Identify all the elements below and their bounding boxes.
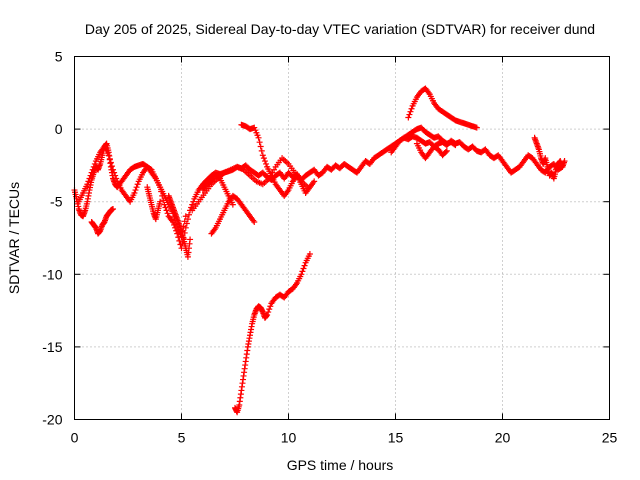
data-point bbox=[189, 201, 196, 208]
data-point bbox=[131, 189, 138, 196]
data-point bbox=[91, 160, 98, 167]
data-point bbox=[443, 147, 450, 154]
x-tick-label: 20 bbox=[495, 430, 511, 446]
data-point bbox=[306, 250, 313, 257]
data-point bbox=[164, 210, 171, 217]
data-point bbox=[187, 236, 194, 243]
data-point bbox=[260, 155, 267, 162]
data-point bbox=[255, 134, 262, 141]
grid bbox=[74, 56, 610, 420]
data-point bbox=[87, 172, 94, 179]
data-point bbox=[452, 142, 459, 149]
data-point bbox=[299, 268, 306, 275]
data-point bbox=[88, 169, 95, 176]
data-point bbox=[106, 155, 113, 162]
x-axis-label: GPS time / hours bbox=[287, 457, 394, 473]
data-point bbox=[408, 105, 415, 112]
data-point bbox=[163, 207, 170, 214]
data-point bbox=[451, 141, 458, 148]
data-point bbox=[257, 143, 264, 150]
x-tick-label: 0 bbox=[71, 430, 79, 446]
data-point bbox=[473, 124, 480, 131]
data-point bbox=[113, 175, 120, 182]
data-point bbox=[90, 163, 97, 170]
x-tick-label: 5 bbox=[178, 430, 186, 446]
data-point bbox=[84, 181, 91, 188]
data-point bbox=[107, 159, 114, 166]
data-point bbox=[110, 205, 117, 212]
data-point bbox=[108, 163, 115, 170]
data-point bbox=[110, 166, 117, 173]
data-point bbox=[176, 237, 183, 244]
data-point bbox=[86, 175, 93, 182]
data-point bbox=[259, 152, 266, 159]
data-point bbox=[85, 178, 92, 185]
data-point bbox=[301, 262, 308, 269]
data-point bbox=[265, 309, 272, 316]
data-point bbox=[251, 219, 258, 226]
data-point bbox=[261, 158, 268, 165]
data-point bbox=[89, 166, 96, 173]
y-tick-label: -15 bbox=[42, 339, 62, 355]
data-point bbox=[182, 213, 189, 220]
data-point bbox=[298, 271, 305, 278]
data-point bbox=[406, 111, 413, 118]
data-point bbox=[229, 201, 236, 208]
y-tick-label: 5 bbox=[55, 49, 63, 65]
data-point bbox=[162, 204, 169, 211]
data-points bbox=[71, 85, 568, 416]
data-point bbox=[188, 204, 195, 211]
plot-frame bbox=[74, 56, 610, 420]
chart-title: Day 205 of 2025, Sidereal Day-to-day VTE… bbox=[85, 21, 595, 37]
data-point bbox=[405, 114, 412, 121]
data-point bbox=[185, 211, 192, 218]
data-point bbox=[105, 152, 112, 159]
data-point bbox=[304, 184, 311, 191]
axis-ticks: 0 5 10 15 20 25 5 0 -5 -10 -15 -20 bbox=[42, 49, 617, 446]
data-point bbox=[256, 139, 263, 146]
y-tick-label: -20 bbox=[42, 412, 62, 428]
data-point bbox=[407, 108, 414, 115]
data-point bbox=[561, 158, 568, 165]
data-point bbox=[258, 147, 265, 154]
y-tick-label: -5 bbox=[50, 194, 63, 210]
y-tick-label: -10 bbox=[42, 266, 62, 282]
y-axis-label: SDTVAR / TECUs bbox=[6, 182, 22, 294]
data-point bbox=[112, 172, 119, 179]
data-point bbox=[132, 187, 139, 194]
data-point bbox=[157, 198, 164, 205]
y-tick-label: 0 bbox=[55, 121, 63, 137]
data-point bbox=[111, 169, 118, 176]
data-point bbox=[133, 184, 140, 191]
data-point bbox=[263, 160, 270, 167]
data-point bbox=[266, 306, 273, 313]
data-point bbox=[134, 181, 141, 188]
data-point bbox=[264, 311, 271, 318]
x-tick-label: 10 bbox=[281, 430, 297, 446]
x-tick-label: 25 bbox=[602, 430, 618, 446]
x-tick-label: 15 bbox=[388, 430, 404, 446]
data-point bbox=[311, 178, 318, 185]
data-point bbox=[181, 218, 188, 225]
data-point bbox=[190, 198, 197, 205]
data-point bbox=[267, 303, 274, 310]
data-point bbox=[442, 148, 449, 155]
data-point bbox=[300, 265, 307, 272]
